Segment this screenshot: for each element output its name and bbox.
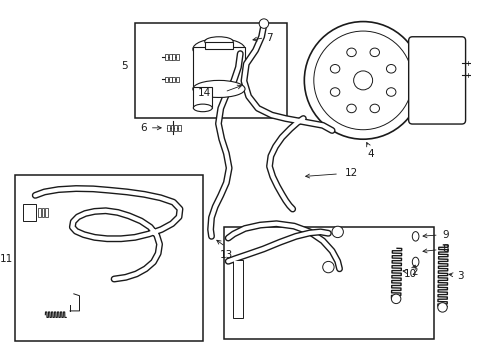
Bar [193, 87, 212, 108]
Bar [38, 207, 41, 217]
Text: 10: 10 [403, 270, 416, 279]
Text: 11: 11 [0, 254, 13, 264]
Circle shape [259, 19, 268, 28]
Bar [172, 77, 175, 82]
Bar [22, 204, 36, 221]
Bar [45, 207, 48, 217]
Text: 1: 1 [486, 61, 488, 71]
Bar [15, 175, 203, 341]
Circle shape [322, 261, 333, 273]
Bar [204, 41, 233, 49]
Text: 14: 14 [198, 88, 211, 98]
Bar [178, 125, 181, 131]
Text: 13: 13 [219, 250, 232, 260]
Ellipse shape [204, 37, 233, 46]
Bar [170, 125, 173, 131]
Ellipse shape [193, 104, 212, 112]
Ellipse shape [411, 257, 418, 267]
Text: 6: 6 [140, 123, 146, 133]
Circle shape [353, 71, 372, 90]
Ellipse shape [369, 104, 379, 113]
Ellipse shape [192, 80, 244, 98]
Circle shape [313, 31, 411, 130]
Ellipse shape [386, 88, 395, 96]
Circle shape [304, 22, 421, 139]
Ellipse shape [369, 48, 379, 57]
Text: 9: 9 [442, 230, 448, 240]
Ellipse shape [330, 64, 339, 73]
Bar [164, 77, 167, 82]
Text: 2: 2 [410, 267, 417, 277]
Ellipse shape [386, 64, 395, 73]
Bar [172, 54, 175, 59]
Ellipse shape [192, 39, 244, 59]
Ellipse shape [346, 104, 356, 113]
Bar [174, 125, 177, 131]
Circle shape [390, 294, 400, 303]
Text: 5: 5 [121, 61, 128, 71]
Bar [41, 207, 44, 217]
Bar [164, 54, 167, 59]
FancyBboxPatch shape [408, 37, 465, 124]
Bar [168, 77, 171, 82]
Ellipse shape [330, 88, 339, 96]
Bar [135, 23, 286, 118]
Ellipse shape [346, 48, 356, 57]
Text: 4: 4 [366, 149, 373, 159]
Ellipse shape [411, 231, 418, 241]
Bar [176, 54, 179, 59]
Text: 12: 12 [345, 168, 358, 178]
Text: 7: 7 [266, 33, 272, 43]
Circle shape [437, 303, 447, 312]
Circle shape [331, 226, 343, 238]
Bar [233, 260, 242, 319]
Bar [176, 77, 179, 82]
Text: 3: 3 [456, 271, 463, 280]
Bar [166, 125, 169, 131]
Text: 8: 8 [442, 244, 448, 254]
Bar [168, 54, 171, 59]
Bar [223, 228, 433, 339]
Bar [193, 47, 244, 89]
